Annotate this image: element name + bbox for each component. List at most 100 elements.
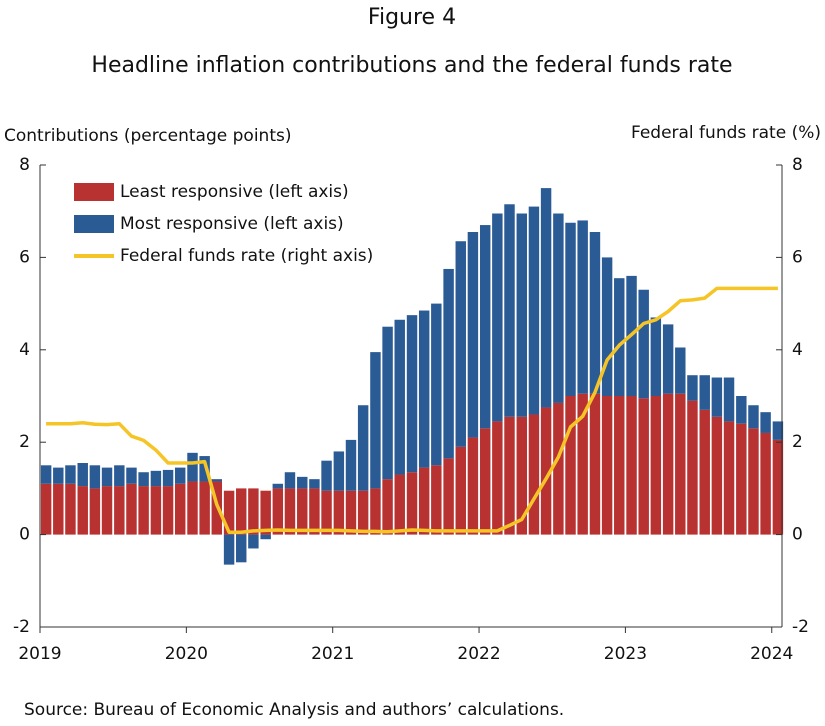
bar xyxy=(333,451,345,491)
bar xyxy=(772,439,784,535)
bar xyxy=(309,479,320,489)
bar xyxy=(589,393,601,535)
bar xyxy=(662,324,674,394)
bar xyxy=(687,400,698,535)
bar xyxy=(236,534,247,563)
x-tick-label: 2024 xyxy=(750,644,793,664)
bar xyxy=(479,225,491,429)
bar xyxy=(638,289,649,399)
bar xyxy=(65,483,76,535)
x-tick-label: 2019 xyxy=(18,644,61,664)
bar xyxy=(333,490,345,535)
bar xyxy=(40,465,52,484)
bar xyxy=(284,488,296,535)
bar xyxy=(77,462,88,487)
bar xyxy=(162,469,174,487)
bar xyxy=(431,465,442,535)
bar xyxy=(711,416,723,535)
bar xyxy=(540,188,552,408)
bar xyxy=(699,375,710,410)
bar xyxy=(650,317,662,396)
bar xyxy=(760,432,771,535)
bar xyxy=(150,486,162,535)
bar xyxy=(748,428,759,535)
bar xyxy=(540,407,552,535)
x-tick-label: 2023 xyxy=(604,644,647,664)
y2-tick-label: 8 xyxy=(792,155,803,175)
bar xyxy=(272,483,284,489)
bar xyxy=(736,423,747,535)
bar xyxy=(736,396,747,424)
bar xyxy=(626,396,637,535)
y-axis-label: Contributions (percentage points) xyxy=(4,126,291,146)
bar xyxy=(638,398,649,535)
bar xyxy=(406,472,418,535)
bar xyxy=(162,486,174,535)
bar xyxy=(89,465,101,489)
bar xyxy=(443,268,454,459)
y2-tick-label: 2 xyxy=(792,432,803,452)
bar xyxy=(321,490,332,535)
bar xyxy=(187,481,198,535)
bar xyxy=(492,421,503,535)
bar xyxy=(553,402,564,535)
bar xyxy=(614,278,625,396)
bar xyxy=(528,414,540,535)
y-tick-label: 8 xyxy=(19,155,30,175)
bar xyxy=(260,490,271,535)
bar xyxy=(297,476,308,489)
bar xyxy=(650,396,662,535)
y2-axis-label: Federal funds rate (%) xyxy=(631,123,821,143)
bar xyxy=(370,352,381,489)
bar xyxy=(516,416,528,535)
source-note: Source: Bureau of Economic Analysis and … xyxy=(24,700,564,720)
bar xyxy=(357,405,369,491)
bar xyxy=(174,483,186,535)
bar xyxy=(53,483,64,535)
bar xyxy=(711,377,723,417)
bar xyxy=(772,421,784,440)
bar xyxy=(101,467,113,487)
bar xyxy=(723,421,735,535)
y-tick-label: 0 xyxy=(19,525,30,545)
bar xyxy=(370,488,381,535)
bar xyxy=(601,396,613,535)
bar xyxy=(565,396,576,535)
bar xyxy=(723,377,735,422)
bar xyxy=(394,319,405,475)
bar xyxy=(504,416,515,535)
bar xyxy=(748,405,759,429)
bar xyxy=(114,486,125,535)
bar xyxy=(577,220,588,394)
y2-tick-label: -2 xyxy=(792,617,809,637)
bar xyxy=(211,479,223,482)
bar xyxy=(138,472,149,487)
bar xyxy=(309,488,320,535)
chart-title: Figure 4 xyxy=(368,5,456,30)
y-tick-label: -2 xyxy=(13,617,30,637)
bar xyxy=(236,488,247,535)
bar xyxy=(614,396,625,535)
legend-label: Most responsive (left axis) xyxy=(120,214,344,234)
bar xyxy=(467,437,479,535)
bar xyxy=(272,488,284,535)
bar xyxy=(418,467,430,535)
bar xyxy=(199,481,210,535)
bar xyxy=(138,486,149,535)
y2-tick-label: 0 xyxy=(792,525,803,545)
bar xyxy=(431,303,442,466)
bar xyxy=(443,458,454,535)
bar xyxy=(77,486,88,535)
bar xyxy=(101,486,113,535)
y-tick-label: 2 xyxy=(19,432,30,452)
bar xyxy=(455,446,466,535)
bar xyxy=(89,488,101,535)
bar xyxy=(492,213,503,422)
bar xyxy=(577,393,588,535)
bar xyxy=(687,375,698,401)
bar xyxy=(467,231,479,438)
bar xyxy=(382,326,393,480)
line xyxy=(46,286,778,535)
bar xyxy=(223,490,235,535)
